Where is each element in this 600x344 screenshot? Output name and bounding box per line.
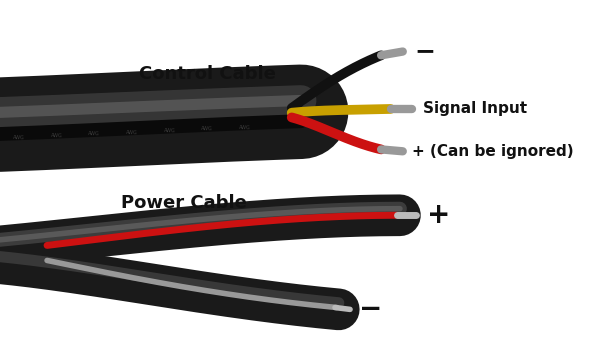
Text: AWG: AWG	[163, 128, 175, 133]
Text: −: −	[414, 40, 435, 64]
Text: Control Cable: Control Cable	[139, 65, 275, 83]
Text: AWG: AWG	[201, 126, 213, 132]
Text: Power Cable: Power Cable	[121, 194, 247, 212]
Text: −: −	[359, 295, 383, 323]
Text: AWG: AWG	[239, 125, 251, 130]
Text: +: +	[427, 201, 451, 229]
Text: + (Can be ignored): + (Can be ignored)	[412, 144, 574, 159]
Text: AWG: AWG	[88, 131, 100, 137]
Text: AWG: AWG	[126, 130, 138, 135]
Text: AWG: AWG	[50, 133, 62, 138]
Text: Signal Input: Signal Input	[424, 101, 527, 117]
Text: AWG: AWG	[13, 135, 25, 140]
